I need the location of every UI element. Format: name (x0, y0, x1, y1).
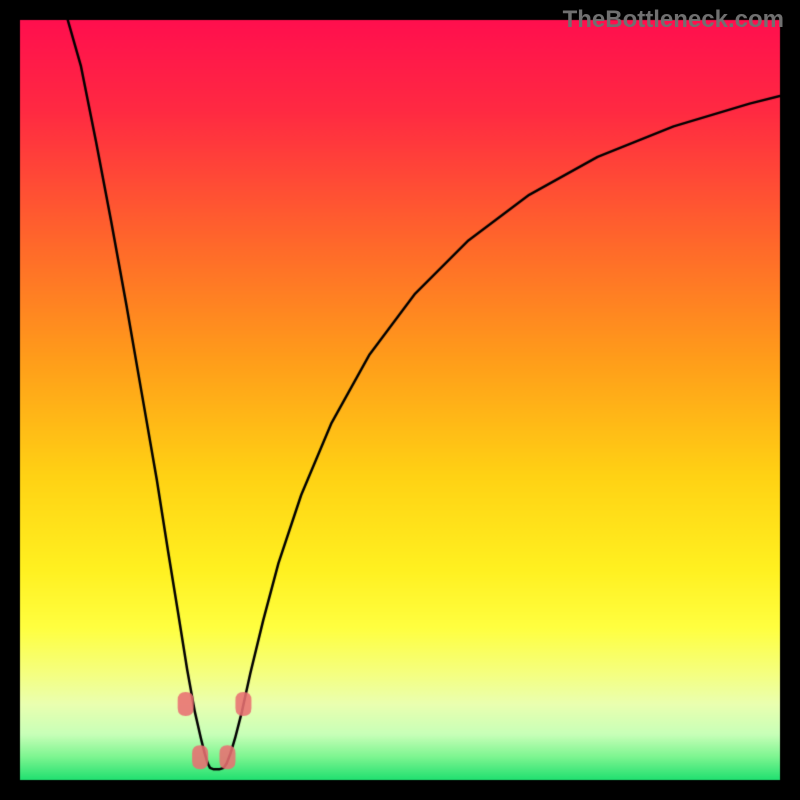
bottleneck-chart-canvas (0, 0, 800, 800)
chart-root: TheBottleneck.com (0, 0, 800, 800)
watermark-text: TheBottleneck.com (563, 6, 784, 34)
